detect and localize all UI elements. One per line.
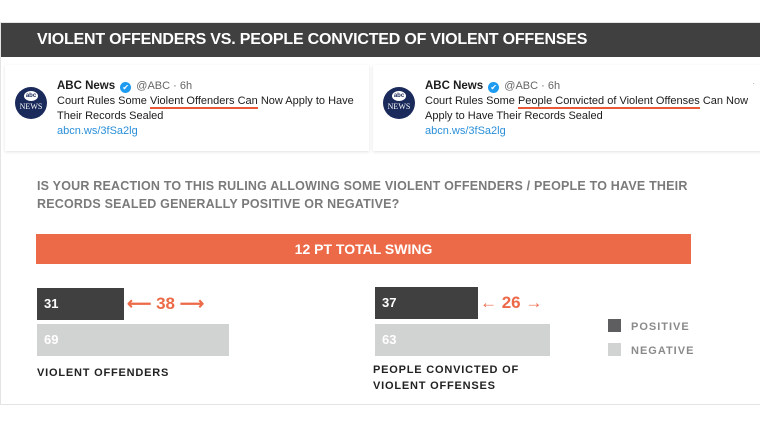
header-band: VIOLENT OFFENDERS VS. PEOPLE CONVICTED O… (1, 23, 760, 57)
bar-negative-violent-offenders: 69 (37, 324, 229, 356)
legend-swatch-positive (608, 319, 621, 332)
tweet-body: ABC News ✔ @ABC · 6h Court Rules Some Pe… (425, 79, 753, 139)
more-options-icon[interactable]: · (752, 79, 755, 88)
tweet-body: ABC News ✔ @ABC · 6h Court Rules Some Vi… (57, 79, 361, 139)
highlighted-phrase: People Convicted of Violent Offenses (517, 95, 700, 109)
bar-negative-people-convicted: 63 (375, 324, 550, 356)
tweet-handle: @ABC · 6h (136, 80, 193, 92)
tweet-author: ABC News (425, 80, 484, 92)
tweet-link[interactable]: abcn.ws/3fSa2lg (57, 125, 138, 137)
abc-logo-icon: abc (24, 91, 38, 101)
bar-positive-people-convicted: 37 (375, 287, 478, 319)
abc-news-avatar: abc NEWS (383, 87, 415, 119)
legend-swatch-negative (608, 343, 621, 356)
chart-title: VIOLENT OFFENDERS VS. PEOPLE CONVICTED O… (37, 31, 588, 48)
highlighted-phrase: Violent Offenders Can (149, 95, 258, 109)
diff-annotation-people-convicted: ← 26 → (480, 293, 543, 312)
group-label-people-convicted: PEOPLE CONVICTED OF VIOLENT OFFENSES (373, 364, 519, 392)
bar-positive-violent-offenders: 31 (37, 288, 124, 320)
survey-question: IS YOUR REACTION TO THIS RULING ALLOWING… (37, 179, 688, 211)
abc-logo-icon: abc (392, 91, 406, 101)
total-swing-banner: 12 PT TOTAL SWING (36, 234, 691, 264)
group-label-violent-offenders: VIOLENT OFFENDERS (37, 367, 170, 379)
tweet-link[interactable]: abcn.ws/3fSa2lg (425, 125, 506, 137)
tweet-card-violent-offenders: abc NEWS ABC News ✔ @ABC · 6h Court Rule… (5, 65, 369, 151)
tweet-handle: @ABC · 6h (504, 80, 561, 92)
legend-positive: POSITIVE (608, 319, 690, 333)
chart-card: VIOLENT OFFENDERS VS. PEOPLE CONVICTED O… (0, 22, 760, 405)
verified-badge-icon: ✔ (120, 82, 132, 93)
diff-annotation-violent-offenders: ⟵ 38 ⟶ (127, 294, 205, 313)
tweet-text: Court Rules Some Violent Offenders Can N… (57, 95, 354, 122)
tweet-card-people-convicted: abc NEWS ABC News ✔ @ABC · 6h Court Rule… (373, 65, 760, 151)
abc-news-avatar: abc NEWS (15, 87, 47, 119)
legend-negative: NEGATIVE (608, 343, 694, 357)
verified-badge-icon: ✔ (488, 82, 500, 93)
tweet-text: Court Rules Some People Convicted of Vio… (425, 95, 749, 122)
tweet-author: ABC News (57, 80, 116, 92)
